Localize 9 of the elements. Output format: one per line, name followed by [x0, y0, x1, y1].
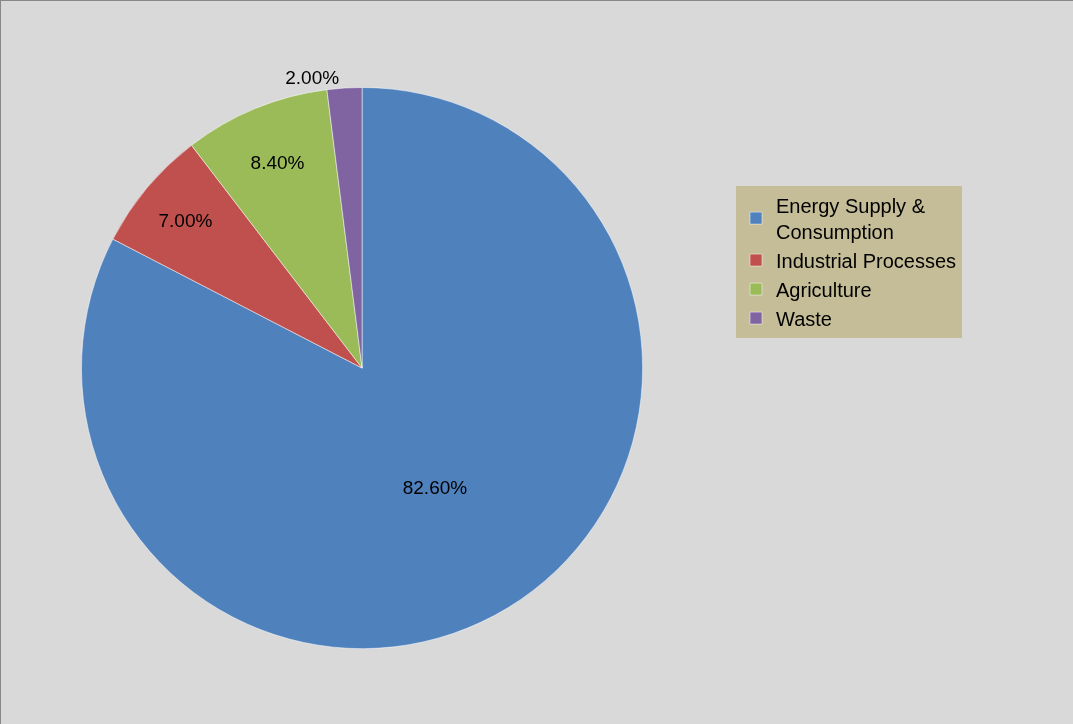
legend-label: Agriculture [776, 278, 872, 301]
data-label: 2.00% [285, 67, 340, 89]
data-label: 7.00% [158, 209, 213, 231]
legend-label: Industrial Processes [776, 249, 957, 272]
pie-slice [81, 87, 643, 649]
data-label: 8.40% [250, 151, 305, 173]
legend-label: Waste [776, 307, 832, 330]
data-label: 82.60% [402, 477, 468, 499]
legend-label: Energy Supply & Consumption [776, 194, 926, 243]
